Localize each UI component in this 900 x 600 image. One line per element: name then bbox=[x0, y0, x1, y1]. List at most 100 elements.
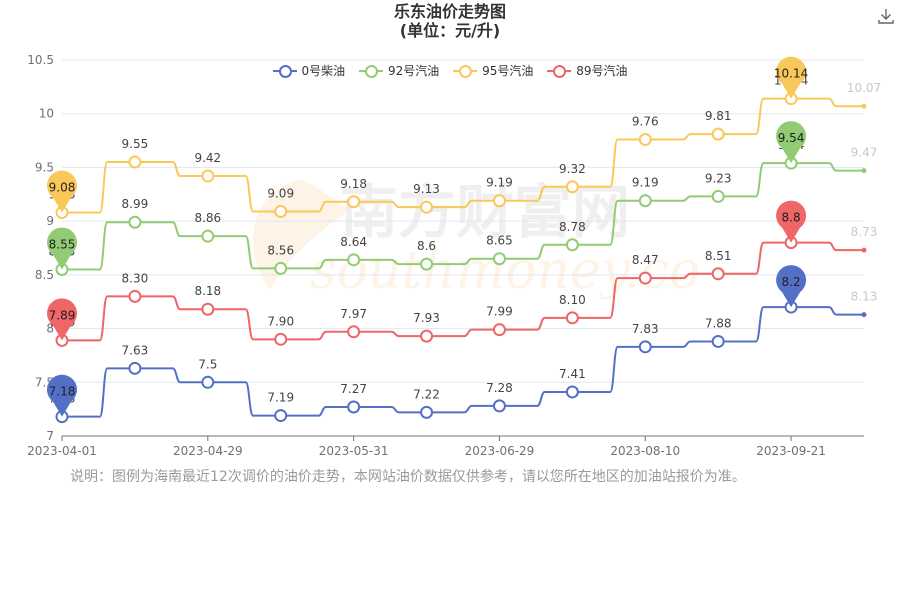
legend-item-diesel-0[interactable]: 0号柴油 bbox=[272, 62, 345, 79]
y-tick-label: 8 bbox=[46, 322, 54, 336]
data-label: 9.81 bbox=[705, 109, 732, 123]
data-point bbox=[861, 103, 867, 109]
legend-swatch bbox=[358, 64, 383, 78]
data-label: 9.13 bbox=[413, 182, 440, 196]
data-label: 7.93 bbox=[413, 311, 440, 325]
data-label: 7.97 bbox=[340, 307, 367, 321]
x-tick-label: 2023-04-01 bbox=[27, 444, 97, 458]
y-tick-label: 8.5 bbox=[35, 268, 54, 282]
data-label: 9.47 bbox=[851, 146, 878, 160]
data-point bbox=[861, 168, 867, 174]
data-point bbox=[492, 252, 506, 266]
marker-pin-label: 8.2 bbox=[782, 275, 801, 289]
data-point bbox=[638, 194, 652, 208]
data-label: 8.18 bbox=[194, 284, 221, 298]
data-point bbox=[274, 204, 288, 218]
data-label: 9.19 bbox=[632, 176, 659, 190]
marker-pin-label: 8.55 bbox=[49, 237, 76, 251]
legend-swatch bbox=[547, 64, 572, 78]
y-tick-label: 7 bbox=[46, 429, 54, 443]
y-tick-label: 9 bbox=[46, 214, 54, 228]
data-point bbox=[565, 238, 579, 252]
data-point bbox=[861, 312, 867, 318]
data-label: 8.78 bbox=[559, 220, 586, 234]
data-point bbox=[565, 385, 579, 399]
data-point bbox=[128, 361, 142, 375]
data-point bbox=[420, 405, 434, 419]
data-label: 7.5 bbox=[198, 357, 217, 371]
data-point bbox=[638, 340, 652, 354]
data-point bbox=[347, 325, 361, 339]
data-label: 7.90 bbox=[267, 314, 294, 328]
data-label: 7.99 bbox=[486, 305, 513, 319]
marker-pin bbox=[776, 121, 807, 164]
data-point bbox=[638, 132, 652, 146]
data-point bbox=[274, 332, 288, 346]
data-label: 7.22 bbox=[413, 387, 440, 401]
data-label: 8.65 bbox=[486, 234, 513, 248]
data-point bbox=[420, 329, 434, 343]
x-tick-label: 2023-04-29 bbox=[173, 444, 243, 458]
marker-pin bbox=[47, 374, 77, 417]
data-point bbox=[420, 200, 434, 214]
data-point bbox=[347, 253, 361, 267]
data-label: 9.23 bbox=[705, 171, 732, 185]
legend-item-gasoline-95[interactable]: 95号汽油 bbox=[453, 62, 533, 79]
marker-pin-label: 7.89 bbox=[49, 308, 76, 322]
marker-pin-label: 9.54 bbox=[778, 131, 805, 145]
legend-swatch bbox=[272, 64, 297, 78]
download-icon[interactable] bbox=[876, 6, 896, 26]
data-point bbox=[201, 375, 215, 389]
data-label: 9.32 bbox=[559, 162, 586, 176]
data-label: 7.19 bbox=[267, 391, 294, 405]
data-point bbox=[128, 215, 142, 229]
marker-pin bbox=[776, 200, 807, 243]
marker-pin bbox=[47, 298, 77, 341]
data-point bbox=[128, 289, 142, 303]
data-point bbox=[347, 195, 361, 209]
data-point bbox=[492, 194, 506, 208]
legend-item-gasoline-89[interactable]: 89号汽油 bbox=[547, 62, 627, 79]
data-label: 8.13 bbox=[851, 290, 878, 304]
chart-title-main: 乐东油价走势图 bbox=[393, 2, 506, 21]
data-point bbox=[347, 400, 361, 414]
marker-pin-label: 10.14 bbox=[774, 67, 808, 81]
data-label: 7.27 bbox=[340, 382, 367, 396]
data-point bbox=[201, 229, 215, 243]
data-point bbox=[492, 399, 506, 413]
series-line bbox=[62, 241, 864, 342]
marker-pin bbox=[47, 227, 77, 270]
data-label: 9.18 bbox=[340, 177, 367, 191]
data-label: 7.28 bbox=[486, 381, 513, 395]
series-line bbox=[62, 162, 864, 271]
legend-label: 89号汽油 bbox=[576, 64, 628, 78]
x-tick-label: 2023-06-29 bbox=[465, 444, 535, 458]
legend-label: 95号汽油 bbox=[482, 64, 534, 78]
data-label: 10.07 bbox=[847, 81, 881, 95]
data-point bbox=[565, 180, 579, 194]
data-point bbox=[128, 155, 142, 169]
data-label: 8.30 bbox=[122, 271, 149, 285]
marker-pin bbox=[776, 265, 807, 308]
data-label: 9.76 bbox=[632, 114, 659, 128]
legend-label: 92号汽油 bbox=[387, 64, 440, 78]
data-label: 8.86 bbox=[194, 211, 221, 225]
data-label: 8.73 bbox=[851, 225, 878, 239]
legend-item-gasoline-92[interactable]: 92号汽油 bbox=[358, 62, 440, 79]
chart-legend: 0号柴油 92号汽油 95号汽油 89号汽油 bbox=[0, 62, 900, 81]
y-tick-label: 9.5 bbox=[35, 160, 54, 174]
y-tick-label: 10.5 bbox=[27, 53, 54, 67]
data-point bbox=[711, 189, 725, 203]
data-point bbox=[565, 311, 579, 325]
data-label: 7.83 bbox=[632, 322, 659, 336]
data-point bbox=[711, 127, 725, 141]
chart-title-unit: (单位：元/升) bbox=[399, 21, 501, 40]
data-point bbox=[711, 334, 725, 348]
x-tick-label: 2023-05-31 bbox=[319, 444, 389, 458]
data-label: 9.09 bbox=[267, 186, 294, 200]
series-line bbox=[62, 306, 864, 418]
data-label: 8.47 bbox=[632, 253, 659, 267]
data-point bbox=[201, 169, 215, 183]
data-label: 8.64 bbox=[340, 235, 367, 249]
